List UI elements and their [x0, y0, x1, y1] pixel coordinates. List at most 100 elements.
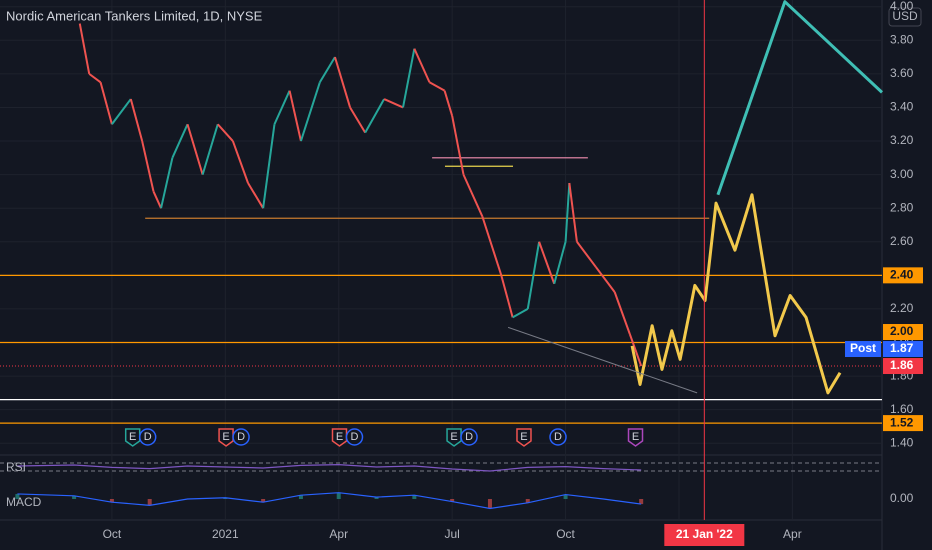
price-segment: [462, 174, 484, 217]
price-segment: [576, 241, 597, 268]
y-tick-label: 3.00: [890, 167, 914, 181]
event-label: D: [465, 431, 473, 443]
drawing: [630, 193, 842, 395]
price-label: 2.00: [890, 324, 914, 338]
drawing: [507, 326, 698, 394]
rsi-label: RSI: [6, 460, 26, 474]
price-segment: [186, 123, 204, 175]
y-tick-label: 3.20: [890, 133, 914, 147]
event-label: E: [129, 431, 136, 443]
macd-hist: [450, 499, 455, 502]
macd-hist: [525, 499, 530, 503]
price-segment: [564, 182, 571, 242]
price-segment: [349, 106, 367, 134]
cursor-label: 21 Jan '22: [676, 527, 733, 541]
price-segment: [628, 333, 643, 367]
macd-hist: [336, 492, 341, 499]
currency: USD: [892, 9, 918, 23]
price-segment: [247, 182, 264, 209]
x-tick-label: Apr: [783, 527, 802, 541]
macd-hist: [109, 499, 114, 503]
price-segment: [568, 182, 578, 242]
price-label-box: [883, 324, 923, 341]
macd-hist: [374, 497, 379, 499]
event-label: E: [520, 431, 527, 443]
price-segment: [217, 123, 234, 142]
macd-hist: [639, 499, 644, 505]
price-segment: [443, 90, 454, 117]
x-tick-label: Jul: [444, 527, 459, 541]
price-segment: [318, 56, 336, 83]
plot: [0, 0, 884, 520]
macd-hist: [298, 495, 303, 499]
event-icon: [138, 428, 157, 446]
macd-hist: [147, 499, 152, 506]
price-segment: [402, 48, 416, 108]
macd-hist: [72, 495, 77, 499]
price-segment: [273, 90, 291, 125]
x-tick-label: 2021: [212, 527, 239, 541]
price-segment: [512, 308, 529, 319]
price-segment: [152, 190, 162, 209]
event-label: D: [144, 431, 152, 443]
price-label-box: [883, 415, 923, 432]
y-tick-label: 3.40: [890, 100, 914, 114]
price-segment: [160, 157, 174, 209]
event-label: D: [554, 431, 562, 443]
price-segment: [288, 90, 302, 142]
y-tick-label: 2.20: [890, 301, 914, 315]
price-segment: [171, 123, 189, 159]
price-label: 1.86: [890, 358, 914, 372]
chart-title: Nordic American Tankers Limited, 1D, NYS…: [6, 8, 263, 23]
event-label: E: [450, 431, 457, 443]
price-label-box: [883, 267, 923, 284]
macd-hist: [223, 497, 228, 499]
macd-hist: [15, 493, 20, 499]
price-segment: [333, 56, 352, 108]
price-segment: [553, 241, 567, 285]
event-label: E: [632, 431, 639, 443]
event-icon: [446, 428, 462, 447]
y-tick-label: 1.40: [890, 435, 914, 449]
price-label: 1.87: [890, 341, 914, 355]
y-tick-label: 2.80: [890, 200, 914, 214]
y-tick-label: 3.60: [890, 66, 914, 80]
price-segment: [613, 291, 631, 335]
event-icon: [124, 428, 141, 447]
event-icon: [345, 428, 364, 446]
price-segment: [141, 140, 155, 192]
macd-label: MACD: [6, 495, 42, 509]
price-segment: [99, 82, 113, 125]
price-segment: [526, 241, 541, 310]
price-label-box: [883, 358, 923, 375]
event-icon: [460, 428, 478, 446]
price-tag: Post: [850, 341, 876, 355]
y-tick-label: 3.80: [890, 32, 914, 46]
price-segment: [88, 73, 102, 84]
price-segment: [413, 48, 431, 83]
y-tick-label: 1.60: [890, 402, 914, 416]
price-segment: [111, 98, 132, 125]
event-label: E: [336, 431, 343, 443]
price-label: 2.40: [890, 268, 914, 282]
price-segment: [428, 81, 446, 92]
price-segment: [201, 123, 219, 175]
drawing: [716, 0, 884, 196]
price-segment: [481, 216, 503, 276]
price-segment: [129, 98, 144, 142]
y-tick-label: 4.00: [890, 0, 914, 13]
macd-hist: [412, 495, 417, 499]
y-tick-label: 2.60: [890, 234, 914, 248]
price-segment: [231, 140, 249, 184]
event-icon: [627, 428, 644, 447]
event-icon: [549, 428, 567, 446]
event-icon: [232, 428, 250, 446]
price-segment: [538, 241, 556, 285]
price-label: 1.52: [890, 415, 914, 429]
price-label-box: [883, 341, 923, 358]
event-icon: [331, 428, 348, 447]
x-tick-label: Oct: [556, 527, 575, 541]
macd-tick-label: 0.00: [890, 491, 914, 505]
price-segment: [299, 81, 321, 142]
